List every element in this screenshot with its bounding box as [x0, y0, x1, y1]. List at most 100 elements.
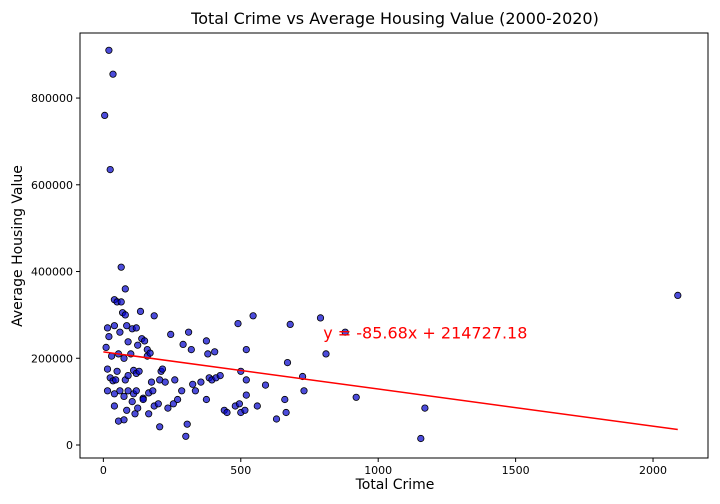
data-point — [105, 332, 113, 341]
data-point — [249, 312, 257, 320]
data-point — [171, 376, 179, 384]
x-tick-label: 2000 — [639, 464, 667, 477]
data-point — [106, 166, 114, 174]
data-point — [150, 312, 158, 320]
data-point — [147, 378, 156, 386]
data-point — [242, 391, 250, 399]
plot-area: y = -85.68x + 214727.18 — [101, 46, 682, 443]
data-point — [154, 400, 162, 408]
data-point — [164, 404, 172, 412]
data-point — [131, 410, 139, 418]
plot-frame — [79, 32, 709, 459]
data-point — [116, 328, 124, 336]
data-point — [182, 432, 190, 440]
data-point — [223, 408, 231, 417]
data-point — [322, 350, 330, 358]
chart-title: Total Crime vs Average Housing Value (20… — [190, 9, 599, 28]
data-point — [113, 367, 121, 375]
data-point — [169, 400, 177, 408]
data-point — [134, 404, 142, 412]
data-point — [282, 408, 290, 417]
data-point — [128, 397, 136, 406]
data-point — [121, 311, 129, 319]
data-point — [124, 338, 132, 346]
data-point — [283, 358, 292, 367]
data-point — [103, 365, 112, 373]
data-point — [120, 416, 128, 424]
data-point — [139, 395, 147, 404]
data-point — [187, 345, 195, 354]
data-point — [156, 423, 164, 431]
data-point — [124, 387, 132, 395]
data-point — [161, 378, 169, 386]
data-point — [141, 337, 149, 345]
data-point — [124, 371, 132, 380]
data-point — [121, 285, 129, 293]
data-point — [167, 330, 175, 338]
data-point — [132, 387, 140, 395]
data-point — [120, 354, 128, 362]
data-point — [674, 291, 682, 299]
data-point — [145, 410, 153, 418]
data-point — [202, 337, 210, 345]
data-point — [183, 420, 191, 428]
y-tick-label: 600000 — [31, 179, 73, 192]
x-tick-label: 0 — [100, 464, 107, 477]
data-point — [253, 402, 261, 410]
data-point — [185, 328, 193, 336]
data-point — [116, 387, 124, 395]
data-point — [136, 307, 145, 315]
axes: 0 500 1000 1500 2000 0 200000 400000 600000 80000… — [31, 32, 709, 477]
data-point — [112, 376, 120, 384]
y-axis-label: Average Housing Value — [10, 165, 26, 327]
x-tick-label: 1000 — [364, 464, 392, 477]
data-point — [110, 322, 119, 330]
regression-equation: y = -85.68x + 214727.18 — [323, 324, 527, 343]
x-axis-label: Total Crime — [355, 477, 435, 493]
data-point — [242, 376, 250, 384]
data-point — [178, 387, 186, 395]
data-point — [174, 395, 182, 404]
data-point — [149, 387, 157, 395]
data-point — [110, 402, 119, 410]
data-point — [158, 365, 167, 373]
regression-line — [103, 351, 678, 431]
data-point — [211, 348, 219, 356]
data-point — [341, 328, 349, 336]
data-point — [281, 395, 289, 404]
y-tick-label: 0 — [66, 439, 73, 452]
data-point — [191, 387, 199, 395]
data-point — [109, 70, 117, 78]
data-point — [123, 406, 131, 414]
data-point — [417, 434, 425, 443]
data-point — [316, 314, 325, 322]
data-point — [421, 404, 429, 412]
data-point — [101, 111, 109, 120]
data-point — [202, 395, 210, 404]
data-point — [189, 380, 197, 388]
data-point — [272, 415, 281, 423]
data-point — [197, 378, 205, 386]
data-point — [242, 345, 250, 354]
data-point — [146, 349, 154, 357]
data-point — [204, 350, 212, 358]
data-point — [123, 322, 131, 330]
data-point — [117, 298, 125, 306]
data-point — [103, 387, 112, 395]
data-point — [117, 263, 125, 271]
data-point — [286, 320, 294, 328]
data-point — [102, 343, 110, 351]
data-point — [105, 46, 113, 54]
data-point — [216, 371, 224, 380]
data-point — [134, 341, 142, 349]
data-point — [120, 392, 128, 400]
data-point — [261, 381, 270, 389]
data-point — [352, 393, 360, 401]
data-point — [300, 387, 308, 395]
y-tick-label: 800000 — [31, 92, 73, 105]
data-point — [179, 340, 187, 348]
data-point — [103, 324, 112, 332]
y-tick-label: 400000 — [31, 266, 73, 279]
x-tick-label: 500 — [230, 464, 251, 477]
